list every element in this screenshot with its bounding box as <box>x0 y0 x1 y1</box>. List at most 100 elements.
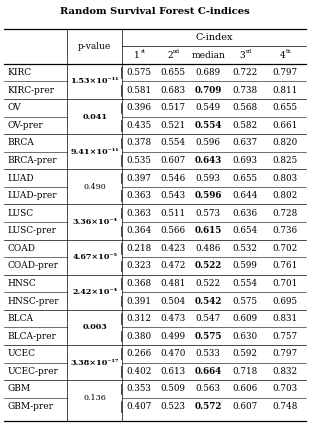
Text: 0.718: 0.718 <box>232 367 257 376</box>
Text: 0.575: 0.575 <box>194 332 222 341</box>
Text: 0.435: 0.435 <box>127 121 152 130</box>
Text: nd: nd <box>173 49 180 54</box>
Text: 0.517: 0.517 <box>160 103 185 112</box>
Text: 0.566: 0.566 <box>160 226 185 235</box>
Text: OV-prer: OV-prer <box>7 121 43 130</box>
Text: 0.757: 0.757 <box>272 332 297 341</box>
Text: 0.831: 0.831 <box>272 314 297 323</box>
Text: 0.695: 0.695 <box>272 296 297 306</box>
Text: COAD-prer: COAD-prer <box>7 262 58 271</box>
Text: 0.522: 0.522 <box>196 279 221 288</box>
Text: GBM: GBM <box>7 385 31 393</box>
Text: 3.38×10⁻¹⁷: 3.38×10⁻¹⁷ <box>70 359 119 366</box>
Text: 0.664: 0.664 <box>194 367 222 376</box>
Text: 0.797: 0.797 <box>272 68 297 77</box>
Text: Random Survival Forest C-indices: Random Survival Forest C-indices <box>60 7 249 17</box>
Text: 0.490: 0.490 <box>83 183 106 191</box>
Text: 0.615: 0.615 <box>194 226 222 235</box>
Text: 9.41×10⁻¹¹: 9.41×10⁻¹¹ <box>70 148 119 156</box>
Text: 0.575: 0.575 <box>232 296 257 306</box>
Text: 0.811: 0.811 <box>272 86 297 95</box>
Text: rd: rd <box>245 49 252 54</box>
Text: KIRC-prer: KIRC-prer <box>7 86 54 95</box>
Text: COAD: COAD <box>7 244 36 253</box>
Text: 0.728: 0.728 <box>272 209 297 218</box>
Text: LUAD-prer: LUAD-prer <box>7 191 57 200</box>
Text: 0.761: 0.761 <box>272 262 297 271</box>
Text: 0.402: 0.402 <box>126 367 152 376</box>
Text: 0.644: 0.644 <box>232 191 258 200</box>
Text: 0.473: 0.473 <box>160 314 185 323</box>
Text: 0.607: 0.607 <box>232 402 257 411</box>
Text: KIRC: KIRC <box>7 68 32 77</box>
Text: 0.546: 0.546 <box>160 173 185 183</box>
Text: 0.701: 0.701 <box>272 279 297 288</box>
Text: 2: 2 <box>167 50 173 60</box>
Text: 0.596: 0.596 <box>194 191 222 200</box>
Text: 0.592: 0.592 <box>232 349 257 358</box>
Text: C-index: C-index <box>196 33 233 42</box>
Text: GBM-prer: GBM-prer <box>7 402 53 411</box>
Text: 1.53×10⁻¹¹: 1.53×10⁻¹¹ <box>70 78 119 86</box>
Text: 0.499: 0.499 <box>160 332 185 341</box>
Text: median: median <box>191 50 225 60</box>
Text: 0.511: 0.511 <box>160 209 185 218</box>
Text: HNSC-prer: HNSC-prer <box>7 296 59 306</box>
Text: 0.661: 0.661 <box>272 121 297 130</box>
Text: 0.535: 0.535 <box>127 156 152 165</box>
Text: 0.532: 0.532 <box>232 244 257 253</box>
Text: 0.363: 0.363 <box>127 209 152 218</box>
Text: 0.825: 0.825 <box>272 156 297 165</box>
Text: 0.218: 0.218 <box>127 244 152 253</box>
Text: 0.593: 0.593 <box>196 173 221 183</box>
Text: 0.323: 0.323 <box>127 262 152 271</box>
Text: UCEC: UCEC <box>7 349 36 358</box>
Text: 0.391: 0.391 <box>127 296 152 306</box>
Text: 0.547: 0.547 <box>196 314 221 323</box>
Text: 0.655: 0.655 <box>160 68 185 77</box>
Text: 0.396: 0.396 <box>127 103 152 112</box>
Text: 0.523: 0.523 <box>160 402 185 411</box>
Text: 0.637: 0.637 <box>232 139 257 148</box>
Text: HNSC: HNSC <box>7 279 36 288</box>
Text: 3.36×10⁻⁴: 3.36×10⁻⁴ <box>72 218 117 226</box>
Text: 0.581: 0.581 <box>127 86 152 95</box>
Text: 0.655: 0.655 <box>232 173 257 183</box>
Text: st: st <box>140 49 146 54</box>
Text: 0.521: 0.521 <box>160 121 185 130</box>
Text: 0.504: 0.504 <box>160 296 185 306</box>
Text: th: th <box>286 49 291 54</box>
Text: 0.607: 0.607 <box>160 156 185 165</box>
Text: 0.703: 0.703 <box>272 385 297 393</box>
Text: 0.363: 0.363 <box>127 191 152 200</box>
Text: 0.543: 0.543 <box>160 191 185 200</box>
Text: 0.312: 0.312 <box>127 314 152 323</box>
Text: 0.575: 0.575 <box>127 68 152 77</box>
Text: 0.738: 0.738 <box>232 86 257 95</box>
Text: 0.554: 0.554 <box>160 139 185 148</box>
Text: 0.554: 0.554 <box>232 279 257 288</box>
Text: 0.722: 0.722 <box>232 68 257 77</box>
Text: 0.003: 0.003 <box>83 324 107 332</box>
Text: 0.636: 0.636 <box>232 209 257 218</box>
Text: 0.832: 0.832 <box>272 367 297 376</box>
Text: 0.736: 0.736 <box>272 226 297 235</box>
Text: 0.486: 0.486 <box>195 244 221 253</box>
Text: 0.748: 0.748 <box>272 402 297 411</box>
Text: 0.693: 0.693 <box>232 156 257 165</box>
Text: 0.533: 0.533 <box>196 349 221 358</box>
Text: BRCA: BRCA <box>7 139 34 148</box>
Text: 0.136: 0.136 <box>83 393 106 402</box>
Text: 4: 4 <box>279 50 285 60</box>
Text: 0.797: 0.797 <box>272 349 297 358</box>
Text: UCEC-prer: UCEC-prer <box>7 367 58 376</box>
Text: 0.364: 0.364 <box>127 226 152 235</box>
Text: 0.820: 0.820 <box>272 139 297 148</box>
Text: 0.573: 0.573 <box>196 209 221 218</box>
Text: BLCA-prer: BLCA-prer <box>7 332 56 341</box>
Text: LUSC: LUSC <box>7 209 34 218</box>
Text: 0.606: 0.606 <box>232 385 257 393</box>
Text: 0.609: 0.609 <box>232 314 257 323</box>
Text: 0.568: 0.568 <box>232 103 257 112</box>
Text: 0.472: 0.472 <box>160 262 186 271</box>
